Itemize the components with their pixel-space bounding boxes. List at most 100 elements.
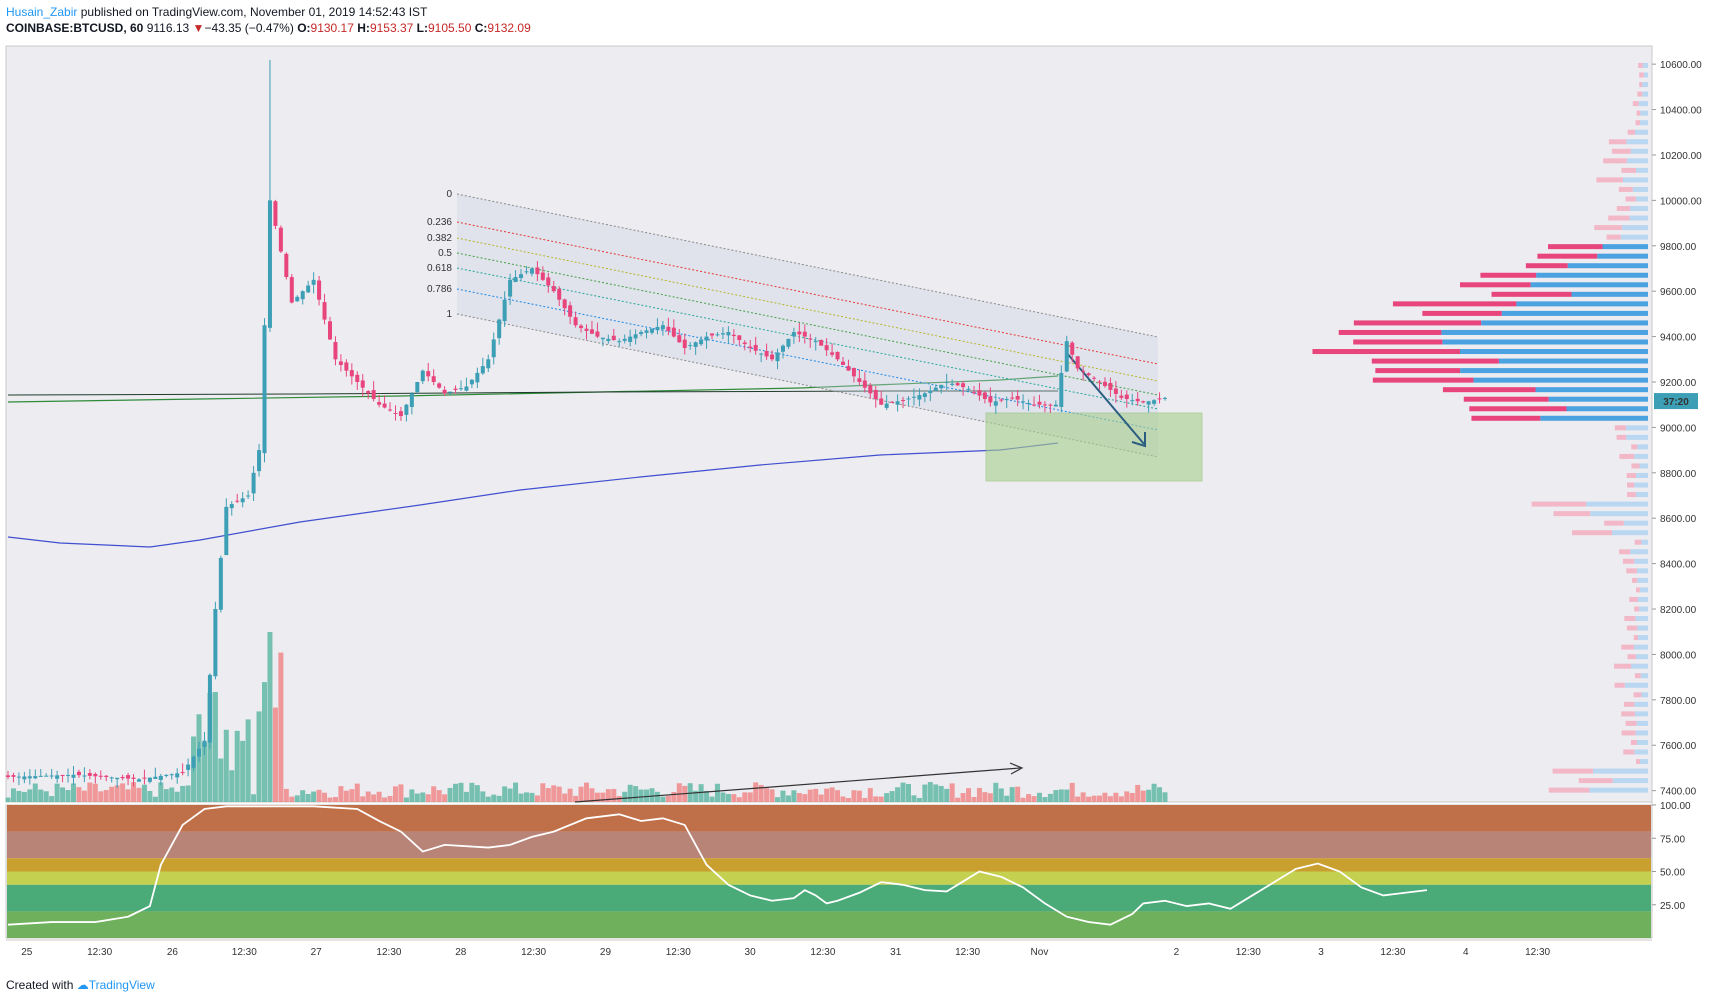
volume-profile-bar-down — [1626, 472, 1637, 478]
volume-bar — [463, 791, 469, 802]
tradingview-brand[interactable]: TradingView — [88, 978, 155, 992]
candle-body — [971, 392, 976, 394]
oscillator-trend-line — [574, 767, 1021, 803]
chart-header: Husain_Zabir published on TradingView.co… — [6, 4, 531, 36]
volume-profile-bar-down — [1525, 263, 1568, 269]
candle-body — [660, 325, 665, 330]
volume-profile-bar-down — [1619, 453, 1635, 459]
candle-body — [207, 674, 212, 743]
candle-body — [246, 495, 251, 497]
candle-body — [535, 267, 540, 275]
volume-bar — [147, 790, 153, 802]
volume-profile-bar-down — [1621, 730, 1636, 736]
candle-body — [649, 328, 654, 333]
volume-bar — [540, 783, 546, 802]
volume-bar — [414, 793, 420, 802]
candle-body — [737, 335, 742, 340]
time-axis-label: 12:30 — [1380, 947, 1405, 958]
symbol-label[interactable]: COINBASE:BTCUSD, 60 — [6, 21, 144, 35]
fib-level-label: 0.5 — [438, 248, 452, 259]
fib-level-label: 1 — [446, 309, 452, 320]
change-arrow-icon: ▼ — [192, 21, 205, 35]
candle-body — [775, 352, 780, 362]
high-value: 9153.37 — [369, 21, 414, 35]
volume-bar — [480, 791, 486, 802]
candle-body — [961, 383, 966, 388]
volume-profile-bar-down — [1636, 587, 1640, 593]
created-with-text: Created with — [6, 978, 74, 992]
volume-bar — [660, 796, 666, 802]
time-axis-label: 12:30 — [955, 947, 980, 958]
candle-body — [1130, 400, 1135, 402]
volume-bar — [993, 782, 999, 802]
candle-body — [513, 277, 518, 282]
candle-body — [393, 412, 398, 414]
candle-body — [1163, 397, 1167, 399]
candle-body — [278, 227, 283, 252]
candle-body — [164, 775, 169, 777]
candle-body — [497, 319, 502, 339]
candle-body — [710, 333, 715, 336]
candle-body — [573, 317, 578, 326]
volume-series — [5, 632, 1168, 802]
volume-bar — [27, 789, 33, 802]
candle-body — [98, 775, 103, 777]
volume-profile-bar-down — [1371, 358, 1499, 364]
volume-bar — [5, 797, 11, 802]
volume-bar — [796, 793, 802, 802]
volume-bar — [278, 652, 284, 802]
candle-body — [6, 775, 10, 778]
candle-body — [16, 776, 21, 778]
candle-body — [317, 280, 322, 300]
volume-bar — [1129, 793, 1135, 802]
price-axis-label: 10600.00 — [1660, 60, 1702, 71]
candle-body — [191, 756, 196, 768]
volume-bar — [998, 788, 1004, 802]
candle-body — [240, 498, 245, 503]
volume-bar — [507, 788, 513, 802]
volume-bar — [704, 790, 710, 802]
volume-profile-bar-up — [1548, 396, 1648, 402]
volume-profile-bar-up — [1597, 253, 1648, 259]
volume-bar — [1020, 797, 1026, 802]
candle-body — [197, 748, 202, 757]
volume-bar — [753, 782, 759, 802]
volume-profile-bar-up — [1642, 91, 1648, 97]
volume-profile-bar-down — [1603, 158, 1627, 164]
main-pane-bg — [5, 45, 1653, 803]
candle-body — [982, 392, 987, 400]
volume-profile-bar-down — [1594, 225, 1622, 231]
volume-bar — [289, 796, 295, 802]
volume-profile-bar-up — [1635, 654, 1648, 660]
candle-body — [311, 279, 316, 285]
volume-bar — [878, 796, 884, 802]
volume-profile-bar-up — [1536, 272, 1648, 278]
volume-bar — [70, 783, 76, 802]
candle-body — [644, 330, 649, 333]
oscillator-band — [7, 831, 1651, 859]
candle-body — [1092, 377, 1097, 379]
volume-bar — [840, 796, 846, 802]
price-change: −43.35 (−0.47%) — [204, 21, 294, 35]
price-axis-label: 8600.00 — [1660, 514, 1697, 525]
volume-bar — [567, 788, 573, 802]
candles — [6, 59, 1167, 789]
candle-body — [720, 333, 725, 335]
author-link[interactable]: Husain_Zabir — [6, 5, 78, 19]
volume-profile-bar-down — [1571, 530, 1613, 536]
candle-body — [508, 279, 513, 297]
volume-bar — [775, 797, 781, 802]
volume-profile-bar-up — [1640, 110, 1648, 116]
candle-body — [780, 345, 785, 352]
candle-body — [491, 339, 496, 358]
volume-profile-bar-up — [1540, 415, 1648, 421]
candle-body — [557, 288, 562, 300]
price-axis-label: 7600.00 — [1660, 741, 1697, 752]
volume-bar — [152, 796, 158, 802]
time-axis-label: 12:30 — [232, 947, 257, 958]
volume-bar — [354, 783, 360, 802]
volume-bar — [605, 789, 611, 802]
volume-profile-bar-down — [1604, 520, 1624, 526]
volume-bar — [38, 789, 44, 802]
